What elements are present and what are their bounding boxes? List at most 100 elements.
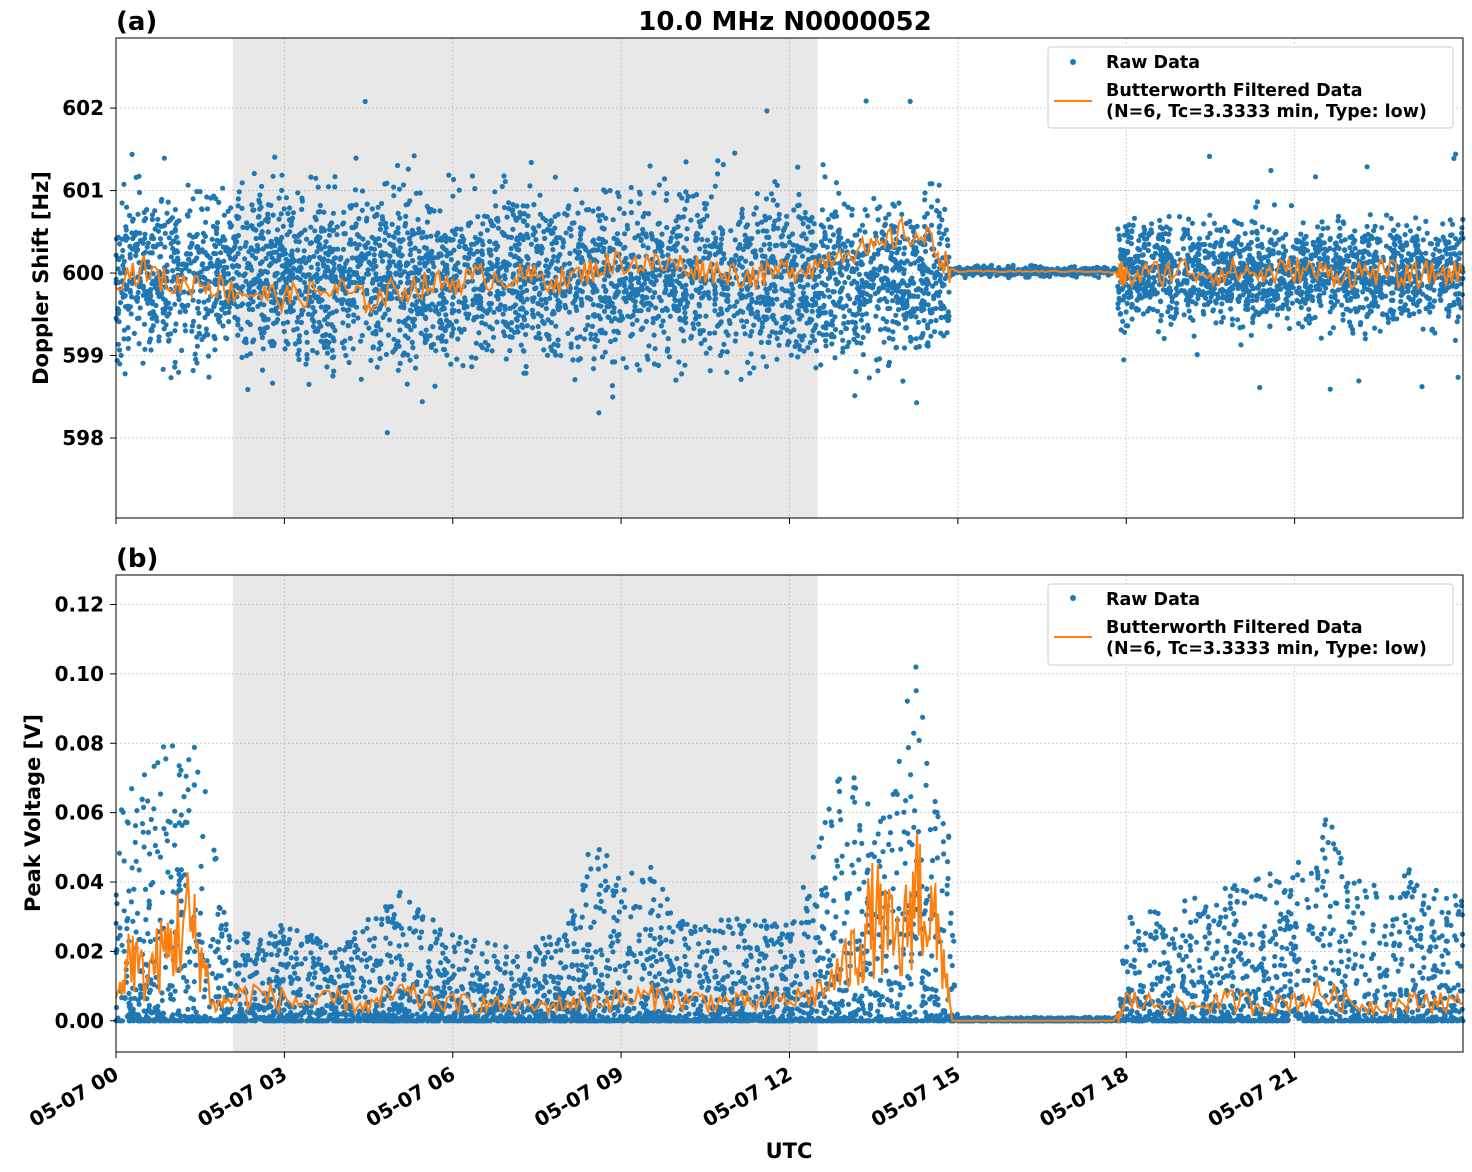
raw-data-point: [465, 312, 471, 318]
raw-data-point: [754, 191, 760, 197]
raw-data-point: [621, 280, 627, 286]
raw-data-point: [590, 366, 597, 372]
raw-data-point: [921, 299, 927, 305]
raw-data-point: [776, 211, 782, 217]
raw-data-point: [502, 333, 508, 339]
raw-data-point: [939, 283, 946, 289]
raw-data-point: [507, 348, 513, 354]
raw-data-point: [842, 279, 848, 286]
raw-data-point: [343, 260, 349, 266]
raw-data-point: [276, 195, 282, 201]
raw-data-point: [257, 326, 263, 332]
raw-data-point: [510, 290, 516, 296]
raw-data-point: [405, 335, 411, 341]
raw-data-point: [349, 255, 355, 261]
raw-data-point: [801, 265, 807, 271]
raw-data-point: [205, 297, 211, 303]
raw-data-point: [410, 258, 416, 264]
raw-data-point: [715, 158, 721, 164]
raw-data-point: [758, 339, 764, 345]
raw-data-point: [805, 247, 811, 253]
raw-data-point: [612, 294, 618, 300]
raw-data-point: [411, 323, 417, 329]
raw-data-point: [396, 343, 402, 349]
raw-data-point: [628, 314, 634, 320]
raw-data-point: [1117, 311, 1123, 317]
raw-data-point: [628, 184, 634, 191]
raw-data-point: [836, 299, 842, 305]
raw-data-point: [253, 255, 259, 261]
raw-data-point: [843, 303, 849, 309]
raw-data-point: [487, 250, 493, 256]
raw-data-point: [1136, 237, 1142, 244]
raw-data-point: [944, 330, 950, 336]
raw-data-point: [130, 235, 136, 242]
raw-data-point: [928, 333, 934, 339]
raw-data-point: [301, 248, 307, 254]
raw-data-point: [127, 251, 133, 258]
raw-data-point: [862, 229, 868, 235]
raw-data-point: [856, 288, 862, 294]
raw-data-point: [595, 302, 601, 308]
raw-data-point: [384, 430, 390, 436]
raw-data-point: [382, 252, 388, 258]
raw-data-point: [724, 369, 730, 375]
raw-data-point: [501, 173, 507, 179]
raw-data-point: [739, 264, 746, 270]
raw-data-point: [1300, 220, 1306, 226]
raw-data-point: [259, 183, 265, 189]
raw-data-point: [320, 333, 326, 339]
raw-data-point: [575, 210, 581, 216]
raw-data-point: [347, 335, 353, 341]
raw-data-point: [364, 215, 370, 221]
raw-data-point: [120, 294, 126, 300]
raw-data-point: [244, 353, 250, 359]
raw-data-point: [744, 318, 750, 325]
raw-data-point: [597, 242, 603, 248]
raw-data-point: [373, 286, 379, 292]
raw-data-point: [297, 232, 303, 238]
raw-data-point: [456, 299, 462, 305]
raw-data-point: [663, 197, 669, 203]
raw-data-point: [251, 277, 257, 283]
raw-data-point: [424, 245, 430, 252]
raw-data-point: [534, 248, 540, 255]
raw-data-point: [137, 305, 143, 311]
raw-data-point: [156, 334, 162, 340]
raw-data-point: [322, 244, 328, 250]
raw-data-point: [876, 298, 882, 304]
raw-data-point: [249, 267, 255, 273]
raw-data-point: [426, 280, 432, 286]
raw-data-point: [595, 213, 602, 219]
raw-data-point: [366, 325, 372, 331]
raw-data-point: [325, 321, 331, 327]
raw-data-point: [936, 213, 942, 219]
raw-data-point: [579, 255, 585, 261]
raw-data-point: [1429, 241, 1435, 247]
raw-data-point: [684, 226, 690, 232]
raw-data-point: [858, 340, 864, 346]
raw-data-point: [563, 230, 569, 236]
raw-data-point: [836, 260, 843, 266]
raw-data-point: [928, 318, 934, 324]
raw-data-point: [368, 311, 374, 317]
raw-data-point: [890, 298, 896, 304]
raw-data-point: [379, 258, 386, 264]
raw-data-point: [443, 264, 449, 270]
raw-data-point: [278, 211, 284, 217]
raw-data-point: [641, 281, 648, 287]
raw-data-point: [628, 199, 634, 205]
raw-data-point: [156, 338, 162, 344]
raw-data-point: [413, 354, 419, 360]
raw-data-point: [200, 230, 207, 236]
raw-data-point: [117, 300, 124, 306]
raw-data-point: [732, 150, 738, 156]
raw-data-point: [645, 245, 651, 251]
raw-data-point: [119, 200, 125, 206]
raw-data-point: [795, 164, 801, 170]
raw-data-point: [523, 331, 529, 338]
raw-data-point: [833, 276, 839, 283]
raw-data-point: [1328, 299, 1334, 305]
raw-data-point: [358, 338, 364, 344]
raw-data-point: [121, 181, 127, 187]
